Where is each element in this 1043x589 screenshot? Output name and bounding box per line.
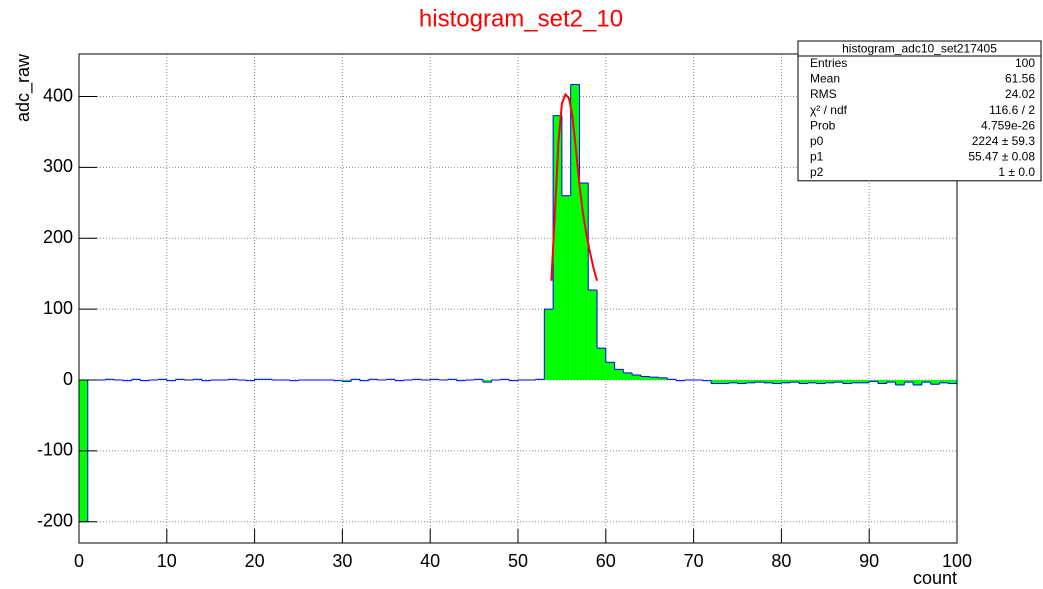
bar: [728, 380, 738, 383]
x-tick-label: 20: [245, 551, 265, 571]
bar: [342, 380, 352, 382]
stats-value: 55.47 ± 0.08: [968, 150, 1035, 164]
bar: [623, 372, 633, 380]
bar: [482, 380, 492, 383]
bar: [869, 380, 878, 382]
fit-line: [550, 92, 598, 282]
bar: [772, 380, 782, 384]
y-tick-label: -100: [37, 440, 73, 460]
x-tick-label: 30: [332, 551, 352, 571]
bar: [860, 380, 870, 383]
x-tick-label: 90: [859, 551, 879, 571]
stats-label: Entries: [810, 56, 847, 70]
stats-label: Prob: [810, 118, 836, 132]
stats-label: p2: [810, 165, 824, 179]
bar: [948, 380, 957, 384]
bar: [851, 380, 861, 383]
x-tick-label: 60: [596, 551, 616, 571]
stats-value: 116.6 / 2: [989, 103, 1035, 117]
bar: [614, 369, 624, 380]
bar: [649, 377, 659, 380]
y-tick-label: -200: [37, 510, 73, 530]
bar: [737, 380, 747, 384]
bar: [544, 309, 554, 380]
stats-label: Mean: [810, 72, 840, 86]
x-tick-label: 70: [684, 551, 704, 571]
chart-title: histogram_set2_10: [419, 5, 623, 32]
y-tick-label: 200: [43, 227, 73, 247]
stats-label: p0: [810, 134, 824, 148]
bar: [605, 362, 615, 380]
y-tick-label: 100: [43, 298, 73, 318]
bar: [781, 380, 791, 383]
bar: [842, 380, 852, 384]
stats-label: χ² / ndf: [810, 103, 848, 117]
bar: [763, 380, 773, 383]
y-tick-label: 300: [43, 156, 73, 176]
bar: [711, 380, 720, 384]
y-axis-label: adc_raw: [13, 53, 34, 122]
x-tick-label: 100: [942, 551, 972, 571]
bar: [640, 376, 650, 380]
stats-label: p1: [810, 150, 824, 164]
bar: [790, 380, 799, 383]
x-tick-label: 50: [508, 551, 528, 571]
x-tick-label: 10: [157, 551, 177, 571]
bar: [895, 380, 905, 385]
bar: [877, 380, 887, 384]
bar: [632, 375, 641, 380]
bar: [825, 380, 835, 383]
stats-value: 100: [1015, 56, 1035, 70]
stats-label: RMS: [810, 87, 837, 101]
bar: [913, 380, 922, 385]
bar: [719, 380, 729, 384]
x-tick-label: 0: [74, 551, 84, 571]
stats-value: 61.56: [1005, 72, 1035, 86]
bar: [553, 115, 562, 380]
bar: [807, 380, 817, 383]
bar: [579, 182, 589, 380]
bar: [658, 377, 668, 380]
bar: [930, 380, 940, 385]
bar: [886, 380, 896, 383]
x-tick-label: 40: [420, 551, 440, 571]
bar: [921, 380, 931, 383]
bar: [798, 380, 808, 384]
stats-value: 2224 ± 59.3: [972, 134, 1036, 148]
bar: [561, 195, 571, 380]
x-tick-label: 80: [771, 551, 791, 571]
y-tick-label: 400: [43, 85, 73, 105]
bar: [597, 348, 606, 380]
bar: [834, 380, 843, 383]
bar: [816, 380, 826, 384]
stats-value: 24.02: [1005, 87, 1035, 101]
stats-title: histogram_adc10_set217405: [842, 42, 997, 56]
bar: [904, 380, 914, 383]
bar: [570, 84, 580, 381]
y-tick-label: 0: [63, 369, 73, 389]
stats-frame: [797, 40, 1042, 182]
bar: [746, 380, 756, 383]
stats-value: 1 ± 0.0: [998, 165, 1035, 179]
bar: [588, 289, 598, 380]
x-axis-label: count: [913, 568, 957, 588]
bar: [755, 380, 764, 383]
stats-value: 4.759e-26: [981, 118, 1035, 132]
bar: [939, 380, 949, 383]
